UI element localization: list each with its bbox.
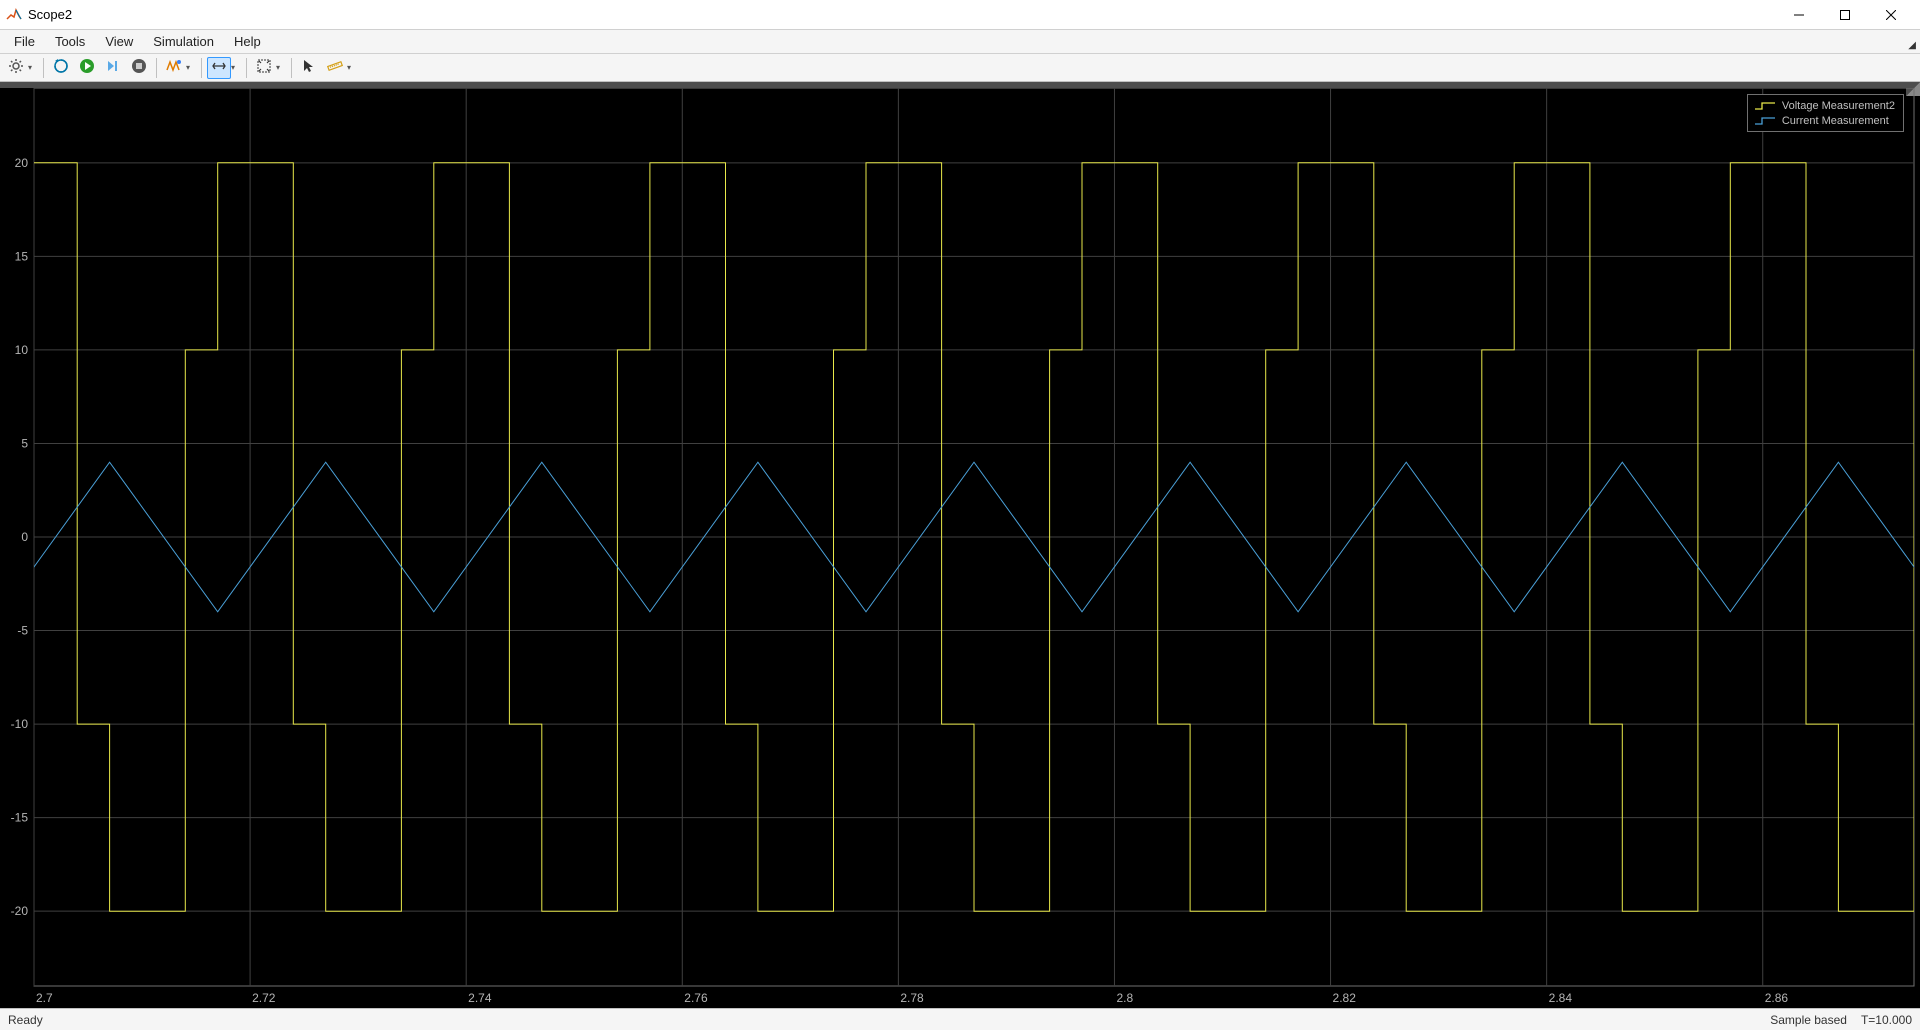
close-button[interactable] [1868,0,1914,30]
scope-axes[interactable]: -20 -15 -10 -5 0 5 10 15 20 2.7 2.72 2.74 2.76 2.78 2.… [0,88,1920,1008]
step-icon [105,58,121,77]
menu-simulation[interactable]: Simulation [143,31,224,52]
dropdown-arrow-icon[interactable]: ▾ [28,63,36,72]
svg-text:2.8: 2.8 [1116,991,1133,1005]
svg-text:2.72: 2.72 [252,991,276,1005]
cursor-icon [301,58,317,77]
svg-text:2.82: 2.82 [1333,991,1357,1005]
scope-plot-area: -20 -15 -10 -5 0 5 10 15 20 2.7 2.72 2.74 2.76 2.78 2.… [0,82,1920,1008]
toolbar: ▾ ▾ ▾ ▾ ▾ [0,54,1920,82]
measure-icon [327,58,343,77]
step-button[interactable] [101,57,125,79]
run-icon [79,58,95,77]
svg-text:2.7: 2.7 [36,991,53,1005]
zoom-x-button[interactable] [207,57,231,79]
signal-icon [166,58,182,77]
cursor-button[interactable] [297,57,321,79]
legend-swatch-icon [1754,101,1776,111]
legend-label: Voltage Measurement2 [1782,100,1895,112]
run-button[interactable] [75,57,99,79]
svg-text:-15: -15 [11,811,29,825]
window-title: Scope2 [28,7,1776,22]
svg-text:20: 20 [15,156,29,170]
legend-item[interactable]: Voltage Measurement2 [1754,98,1895,113]
scope-chart[interactable]: -20 -15 -10 -5 0 5 10 15 20 2.7 2.72 2.74 2.76 2.78 2.… [0,88,1920,1008]
svg-text:0: 0 [21,530,28,544]
svg-text:10: 10 [15,343,29,357]
zoom-fit-icon [256,58,272,77]
menubar: File Tools View Simulation Help ◢ [0,30,1920,54]
zoom-x-icon [211,58,227,77]
rewind-icon [53,58,69,77]
toolbar-separator [156,58,157,78]
svg-text:2.76: 2.76 [684,991,708,1005]
dropdown-arrow-icon[interactable]: ▾ [186,63,194,72]
legend[interactable]: Voltage Measurement2 Current Measurement [1747,94,1904,132]
svg-text:2.78: 2.78 [900,991,924,1005]
dropdown-arrow-icon[interactable]: ▾ [347,63,355,72]
toolbar-separator [201,58,202,78]
svg-text:2.74: 2.74 [468,991,492,1005]
toolbar-separator [291,58,292,78]
status-ready: Ready [8,1013,43,1027]
dropdown-arrow-icon[interactable]: ▾ [231,63,239,72]
menu-file[interactable]: File [4,31,45,52]
settings-button[interactable] [4,57,28,79]
svg-text:-20: -20 [11,904,29,918]
legend-item[interactable]: Current Measurement [1754,113,1895,128]
svg-text:-10: -10 [11,717,29,731]
zoom-fit-button[interactable] [252,57,276,79]
menu-view[interactable]: View [95,31,143,52]
dropdown-arrow-icon[interactable]: ▾ [276,63,284,72]
toolbar-separator [246,58,247,78]
stop-icon [131,58,147,77]
statusbar: Ready Sample based T=10.000 [0,1008,1920,1030]
toolbar-overflow-icon[interactable]: ◢ [1908,40,1916,51]
svg-text:15: 15 [15,249,29,263]
svg-text:2.84: 2.84 [1549,991,1573,1005]
signal-button[interactable] [162,57,186,79]
rewind-button[interactable] [49,57,73,79]
stop-button[interactable] [127,57,151,79]
status-time: T=10.000 [1861,1013,1912,1027]
maximize-button[interactable] [1822,0,1868,30]
menu-tools[interactable]: Tools [45,31,95,52]
svg-text:5: 5 [21,436,28,450]
legend-label: Current Measurement [1782,115,1889,127]
menu-help[interactable]: Help [224,31,271,52]
settings-icon [8,58,24,77]
svg-text:2.86: 2.86 [1765,991,1789,1005]
status-sample-mode: Sample based [1770,1013,1847,1027]
svg-text:-5: -5 [17,624,28,638]
minimize-button[interactable] [1776,0,1822,30]
measure-button[interactable] [323,57,347,79]
titlebar: Scope2 [0,0,1920,30]
legend-swatch-icon [1754,116,1776,126]
matlab-logo-icon [6,7,22,23]
toolbar-separator [43,58,44,78]
